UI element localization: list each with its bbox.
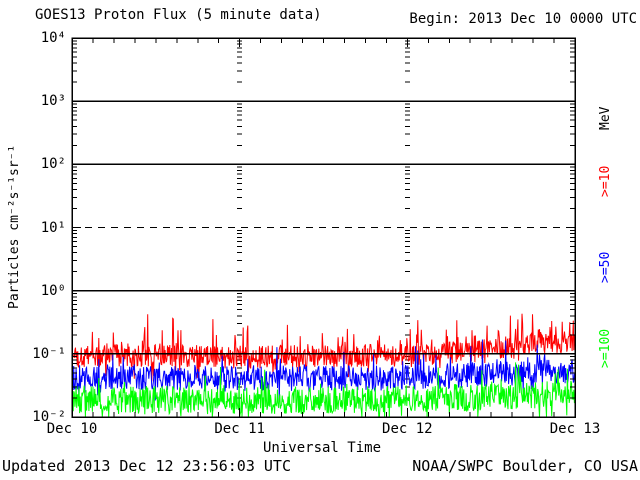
x-tick-label: Dec 13: [549, 421, 601, 437]
y-axis-label: Particles cm⁻²s⁻¹sr⁻¹: [7, 144, 22, 310]
y-tick-label: 10⁰: [40, 282, 66, 299]
begin-label: Begin: 2013 Dec 10 0000 UTC: [409, 11, 637, 27]
flux-series-ge10: [71, 313, 575, 382]
y-tick-label: 10⁻²: [32, 409, 66, 425]
x-tick-label: Dec 10: [46, 421, 98, 437]
flux-series-ge50: [71, 339, 575, 402]
x-tick-label: Dec 12: [382, 421, 433, 437]
flux-series-ge100: [71, 362, 575, 418]
footer-source: NOAA/SWPC Boulder, CO USA: [412, 457, 638, 475]
y-tick-label: 10¹: [40, 219, 66, 236]
x-tick-label: Dec 11: [214, 421, 265, 437]
y-tick-label: 10²: [40, 156, 66, 173]
footer-updated: Updated 2013 Dec 12 23:56:03 UTC: [2, 457, 291, 475]
y-tick-label: 10³: [40, 93, 66, 110]
y-tick-label: 10⁻¹: [32, 345, 66, 362]
chart-title: GOES13 Proton Flux (5 minute data): [35, 7, 322, 23]
y-tick-label: 10⁴: [40, 30, 66, 46]
x-axis-label: Universal Time: [262, 440, 382, 456]
legend-item-ge100: >=100: [598, 328, 613, 368]
